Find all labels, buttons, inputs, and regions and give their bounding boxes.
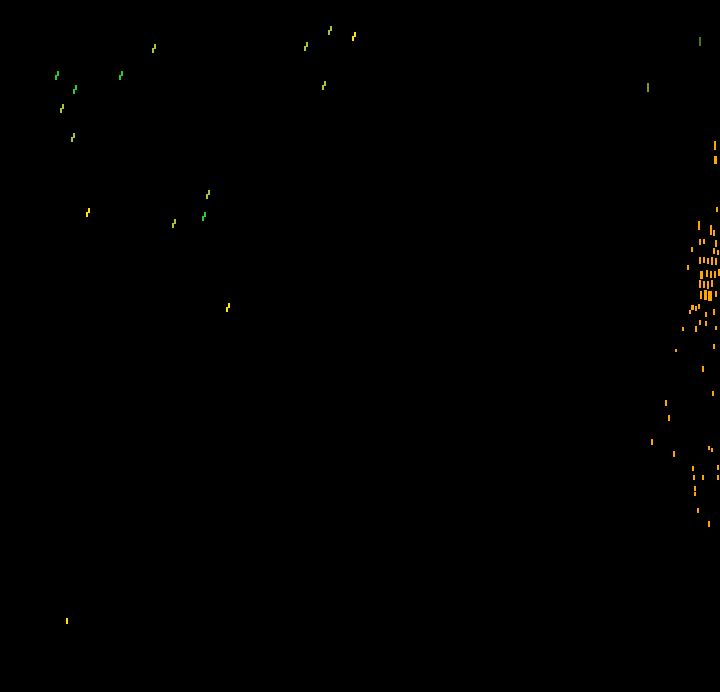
strike-dash-icon (689, 310, 691, 314)
strike-dash-icon (699, 257, 701, 264)
strike-dash-icon (682, 327, 684, 331)
strike-dash-icon (699, 37, 701, 46)
strike-dash-icon (715, 291, 717, 297)
strike-dash-icon (707, 281, 709, 289)
strike-dash-icon (702, 366, 704, 372)
strike-dash-icon (699, 280, 701, 288)
strike-dash-icon (711, 280, 713, 287)
strike-dash-icon (717, 250, 719, 255)
lightning-strike-bolt-icon (206, 190, 210, 199)
strike-dash-icon (712, 391, 714, 396)
strike-dash-icon (711, 448, 713, 452)
lightning-strike-bolt-icon (202, 212, 206, 221)
strike-dash-icon (698, 304, 700, 309)
strike-dash-icon (708, 521, 710, 527)
strike-dash-icon (710, 225, 712, 235)
strike-dash-icon (716, 207, 718, 212)
strike-dash-icon (704, 290, 707, 300)
strike-dash-icon (694, 486, 696, 491)
strike-dash-icon (713, 344, 715, 349)
strike-dash-icon (703, 257, 705, 263)
strike-dash-icon (715, 258, 717, 265)
strike-dash-icon (714, 141, 716, 150)
strike-dash-icon (702, 475, 704, 480)
strike-dash-icon (691, 247, 693, 252)
lightning-strike-bolt-icon (304, 42, 308, 51)
strike-dash-icon (687, 265, 689, 270)
strike-dash-icon (708, 291, 712, 301)
strike-dash-icon (711, 257, 713, 265)
strike-dash-icon (703, 239, 705, 244)
strike-dash-icon (705, 321, 707, 326)
strike-dash-icon (647, 83, 649, 92)
lightning-strike-bolt-icon (322, 81, 326, 90)
strike-dash-icon (705, 312, 707, 317)
strike-dash-icon (66, 618, 68, 624)
strike-dash-icon (695, 326, 697, 332)
lightning-strike-bolt-icon (152, 44, 156, 53)
strike-dash-icon (718, 269, 720, 276)
strike-dash-icon (665, 400, 667, 406)
strike-dash-icon (703, 281, 705, 288)
strike-dash-icon (715, 240, 717, 247)
strike-dash-icon (717, 465, 719, 470)
strike-dash-icon (699, 239, 701, 245)
strike-dash-icon (673, 451, 675, 457)
lightning-strike-bolt-icon (73, 85, 77, 94)
strike-dash-icon (706, 270, 708, 277)
strike-dash-icon (700, 271, 703, 279)
strike-dash-icon (692, 466, 694, 471)
strike-dash-icon (713, 309, 715, 315)
strike-dash-icon (675, 349, 677, 352)
strike-dash-icon (651, 439, 653, 445)
strike-dash-icon (699, 320, 701, 325)
lightning-strike-bolt-icon (328, 26, 332, 35)
lightning-strike-bolt-icon (86, 208, 90, 217)
strike-dash-icon (710, 271, 712, 278)
strike-dash-icon (697, 508, 699, 513)
strike-dash-icon (713, 230, 715, 236)
strike-dash-icon (694, 492, 696, 496)
lightning-strike-bolt-icon (226, 303, 230, 312)
strike-dash-icon (715, 326, 717, 330)
strike-dash-icon (713, 248, 715, 254)
lightning-strike-bolt-icon (60, 104, 64, 113)
strike-dash-icon (695, 306, 697, 311)
lightning-strike-bolt-icon (172, 219, 176, 228)
strike-dash-icon (714, 271, 716, 278)
strike-dash-icon (693, 475, 695, 480)
strike-dash-icon (717, 475, 719, 480)
strike-dash-icon (708, 446, 710, 450)
lightning-strike-bolt-icon (71, 133, 75, 142)
lightning-strike-bolt-icon (55, 71, 59, 80)
lightning-strike-bolt-icon (352, 32, 356, 41)
strike-dash-icon (691, 305, 694, 310)
strike-dash-icon (700, 291, 702, 299)
strike-dash-icon (698, 221, 700, 230)
lightning-strike-bolt-icon (119, 71, 123, 80)
strike-dash-icon (707, 258, 709, 264)
strike-dash-icon (714, 156, 717, 164)
strike-dash-icon (668, 415, 670, 421)
